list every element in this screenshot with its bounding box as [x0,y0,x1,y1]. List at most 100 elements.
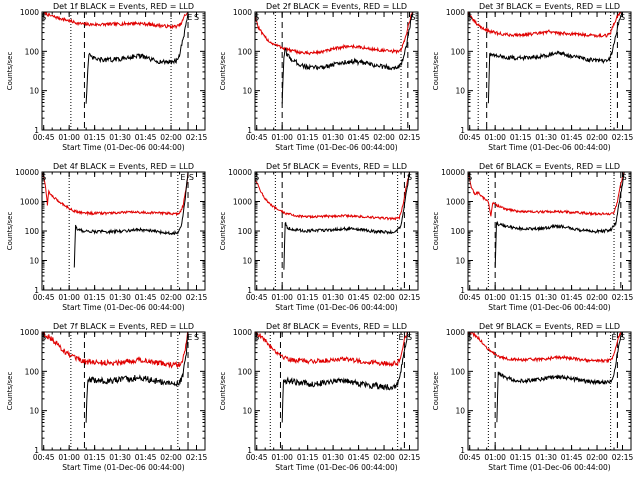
segment-letter: S [620,13,625,22]
y-tick-label: 1 [460,126,465,135]
y-tick-label: 1000 [233,198,252,207]
panel-title: Det 7f BLACK = Events, RED = LLD [53,322,194,331]
y-tick-label: 10 [242,407,252,416]
y-tick-label: 1000 [446,328,465,337]
x-tick-label: 02:15 [186,133,208,142]
detector-panel: 1 10 100 1000 00:45 01:00 01:15 01:30 01:45 02:00… [432,2,634,152]
y-tick-label: 1 [247,446,252,455]
y-tick-label: 10000 [228,168,252,177]
x-axis-label: Start Time (01-Dec-06 00:44:00) [488,463,610,472]
x-tick-label: 01:30 [109,453,131,462]
x-tick-label: 01:30 [109,133,131,142]
segment-letter: S [407,333,412,342]
lld-series-line [255,332,408,368]
x-tick-label: 02:00 [373,453,395,462]
x-tick-label: 02:00 [160,133,182,142]
detector-panel: 1 10 100 1000 10000 00:45 01:00 01:15 01:30 01:45… [432,162,634,312]
x-tick-label: 00:45 [459,453,481,462]
y-tick-label: 1000 [233,8,252,17]
plot-frame [254,11,419,131]
plot-frame [254,171,419,291]
panel-title: Det 9f BLACK = Events, RED = LLD [479,322,620,331]
x-tick-label: 02:00 [160,293,182,302]
lld-series-line [255,172,410,221]
x-tick-label: 00:45 [459,293,481,302]
x-axis-label: Start Time (01-Dec-06 00:44:00) [275,303,397,312]
detector-panel: 1 10 100 1000 00:45 01:00 01:15 01:30 01:45 02:00… [432,322,634,472]
x-tick-label: 00:45 [33,453,55,462]
x-tick-label: 02:00 [586,293,608,302]
panel-title: Det 5f BLACK = Events, RED = LLD [266,162,407,171]
events-series-line [494,172,625,268]
y-tick-label: 1000 [20,198,39,207]
detector-panel: 1 10 100 1000 00:45 01:00 01:15 01:30 01:45 02:00… [219,2,421,152]
y-tick-label: 10 [29,407,39,416]
segment-letter: E [398,333,403,342]
events-series-line [496,332,623,423]
y-tick-label: 1 [460,286,465,295]
segment-letter: S [622,173,627,182]
y-tick-label: 10 [29,257,39,266]
segment-letter: S [620,333,625,342]
x-tick-label: 01:30 [535,133,557,142]
panel-title: Det 8f BLACK = Events, RED = LLD [266,322,407,331]
x-tick-label: 01:15 [510,133,532,142]
x-tick-label: 01:30 [322,293,344,302]
segment-letter: S [189,173,194,182]
segment-letter: S [254,13,259,22]
detector-panel: 1 10 100 1000 10000 00:45 01:00 01:15 01:30 01:45… [6,162,208,312]
lld-series-line [42,172,189,217]
x-tick-label: 01:00 [58,293,80,302]
y-tick-label: 100 [238,367,253,376]
segment-letter: S [41,173,46,182]
y-tick-label: 1 [460,446,465,455]
events-series-line [281,332,409,423]
lld-series-line [42,332,189,369]
y-tick-label: 1000 [233,328,252,337]
x-axis-label: Start Time (01-Dec-06 00:44:00) [488,303,610,312]
x-tick-label: 00:45 [33,293,55,302]
x-tick-label: 02:15 [612,293,634,302]
y-tick-label: 1 [34,446,39,455]
y-tick-label: 100 [25,227,40,236]
x-tick-label: 01:00 [271,133,293,142]
x-tick-label: 00:45 [33,133,55,142]
y-tick-label: 10000 [441,168,465,177]
y-axis-label: Counts/sec [6,372,14,411]
y-tick-label: 1000 [20,328,39,337]
x-tick-label: 01:30 [535,453,557,462]
plot-frame [41,331,206,451]
x-tick-label: 00:45 [246,453,268,462]
segment-letter: S [467,13,472,22]
segment-letter: S [467,333,472,342]
x-tick-label: 01:00 [484,453,506,462]
y-tick-label: 10 [455,407,465,416]
segment-letter: S [41,333,46,342]
x-tick-label: 01:45 [348,293,370,302]
y-tick-label: 10 [455,87,465,96]
panel-title: Det 6f BLACK = Events, RED = LLD [479,162,620,171]
lld-series-line [255,12,413,56]
x-tick-label: 02:00 [160,453,182,462]
segment-letter: S [194,333,199,342]
y-tick-label: 1 [247,126,252,135]
x-tick-label: 01:00 [58,453,80,462]
plot-frame [254,331,419,451]
x-axis-label: Start Time (01-Dec-06 00:44:00) [275,143,397,152]
x-tick-label: 01:45 [135,293,157,302]
x-axis-label: Start Time (01-Dec-06 00:44:00) [62,303,184,312]
x-tick-label: 02:15 [186,293,208,302]
x-tick-label: 01:15 [84,453,106,462]
x-tick-label: 01:15 [510,453,532,462]
plot-frame [41,171,206,291]
segment-letter: S [254,333,259,342]
segment-letter: E [611,333,616,342]
events-series-line [281,12,414,104]
x-tick-label: 02:15 [399,133,421,142]
events-series-line [85,12,189,104]
x-tick-label: 01:45 [561,293,583,302]
y-axis-label: Counts/sec [432,372,440,411]
y-tick-label: 10 [455,257,465,266]
x-tick-label: 01:15 [510,293,532,302]
